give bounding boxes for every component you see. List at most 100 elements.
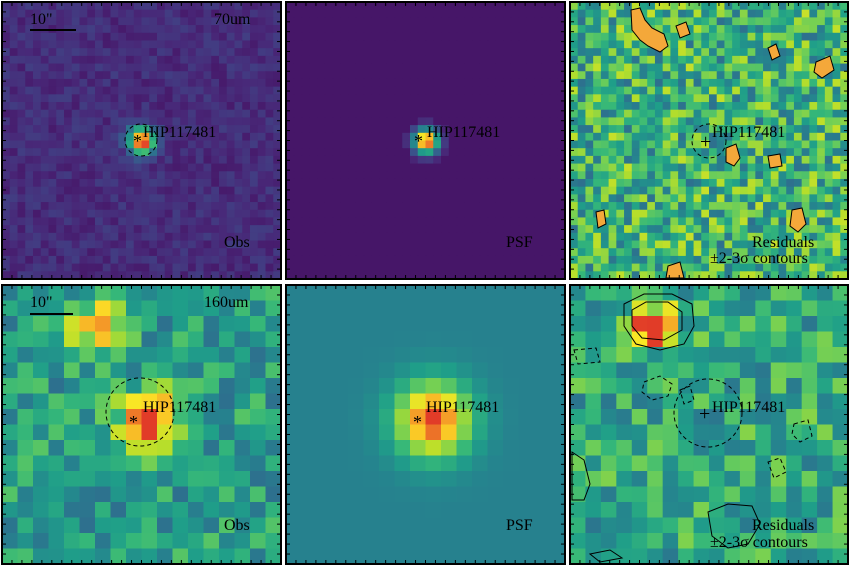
image-pixel: [732, 217, 741, 226]
image-pixel: [348, 171, 357, 180]
image-pixel: [464, 94, 473, 103]
image-pixel: [786, 9, 795, 18]
image-pixel: [693, 240, 702, 249]
image-pixel: [9, 140, 19, 149]
image-pixel: [332, 263, 341, 272]
image-pixel: [286, 186, 295, 195]
image-pixel: [286, 109, 295, 119]
image-pixel: [17, 362, 34, 379]
image-pixel: [157, 94, 166, 103]
image-pixel: [64, 140, 73, 149]
image-pixel: [286, 194, 295, 203]
image-pixel: [786, 155, 795, 165]
image-pixel: [309, 125, 318, 134]
image-pixel: [631, 248, 641, 257]
image-pixel: [394, 2, 403, 11]
image-pixel: [616, 148, 625, 157]
image-pixel: [739, 240, 749, 249]
image-pixel: [48, 393, 65, 410]
image-pixel: [348, 40, 357, 49]
image-pixel: [685, 63, 695, 72]
image-pixel: [503, 148, 512, 157]
image-pixel: [56, 94, 65, 103]
image-pixel: [25, 55, 34, 65]
image-pixel: [48, 471, 65, 488]
image-pixel: [456, 78, 465, 88]
image-pixel: [824, 140, 834, 149]
image-pixel: [102, 209, 112, 219]
image-pixel: [417, 217, 427, 226]
image-pixel: [25, 209, 34, 219]
image-pixel: [355, 40, 365, 49]
image-pixel: [600, 55, 610, 65]
image-pixel: [801, 331, 818, 348]
image-pixel: [110, 63, 119, 72]
image-pixel: [355, 86, 365, 95]
image-pixel: [234, 455, 251, 472]
image-pixel: [840, 132, 849, 142]
image-pixel: [79, 240, 88, 249]
image-pixel: [518, 209, 527, 219]
image-pixel: [600, 517, 617, 534]
image-pixel: [577, 194, 587, 203]
image-pixel: [203, 86, 212, 95]
image-pixel: [348, 240, 357, 249]
image-pixel: [526, 178, 535, 188]
image-pixel: [577, 102, 587, 111]
image-pixel: [394, 271, 403, 280]
image-pixel: [33, 486, 50, 503]
image-pixel: [48, 548, 65, 565]
image-pixel: [425, 271, 434, 280]
image-pixel: [786, 209, 795, 219]
image-pixel: [301, 217, 310, 226]
image-pixel: [265, 209, 274, 219]
image-pixel: [195, 102, 205, 111]
image-pixel: [141, 78, 150, 88]
image-pixel: [487, 424, 504, 441]
image-pixel: [95, 347, 112, 364]
image-pixel: [817, 331, 834, 348]
image-pixel: [340, 125, 349, 134]
image-pixel: [747, 63, 756, 72]
image-pixel: [747, 55, 756, 65]
image-pixel: [33, 132, 42, 142]
image-pixel: [425, 331, 442, 348]
image-pixel: [495, 225, 504, 234]
image-pixel: [394, 440, 411, 457]
image-pixel: [172, 347, 189, 364]
image-pixel: [157, 455, 174, 472]
image-pixel: [639, 86, 648, 95]
image-pixel: [379, 255, 388, 265]
image-pixel: [164, 163, 174, 172]
image-pixel: [95, 232, 104, 242]
image-pixel: [133, 48, 143, 57]
image-pixel: [250, 217, 259, 226]
image-pixel: [9, 163, 19, 172]
image-pixel: [157, 132, 166, 142]
image-pixel: [647, 248, 656, 257]
image-pixel: [793, 109, 803, 119]
image-pixel: [425, 440, 442, 457]
image-pixel: [541, 140, 551, 149]
image-pixel: [600, 132, 610, 142]
image-pixel: [226, 132, 236, 142]
image-pixel: [464, 178, 473, 188]
image-pixel: [172, 109, 181, 119]
image-pixel: [149, 209, 158, 219]
image-pixel: [526, 171, 535, 180]
image-pixel: [410, 78, 419, 88]
image-pixel: [257, 271, 267, 280]
image-pixel: [242, 240, 251, 249]
image-pixel: [739, 255, 749, 265]
image-pixel: [110, 347, 127, 364]
image-pixel: [817, 240, 826, 249]
image-pixel: [71, 63, 81, 72]
image-pixel: [600, 194, 610, 203]
image-pixel: [317, 163, 326, 172]
image-pixel: [526, 209, 535, 219]
image-pixel: [157, 155, 166, 165]
image-pixel: [510, 40, 520, 49]
image-pixel: [654, 171, 664, 180]
image-pixel: [417, 171, 427, 180]
image-pixel: [118, 117, 127, 126]
